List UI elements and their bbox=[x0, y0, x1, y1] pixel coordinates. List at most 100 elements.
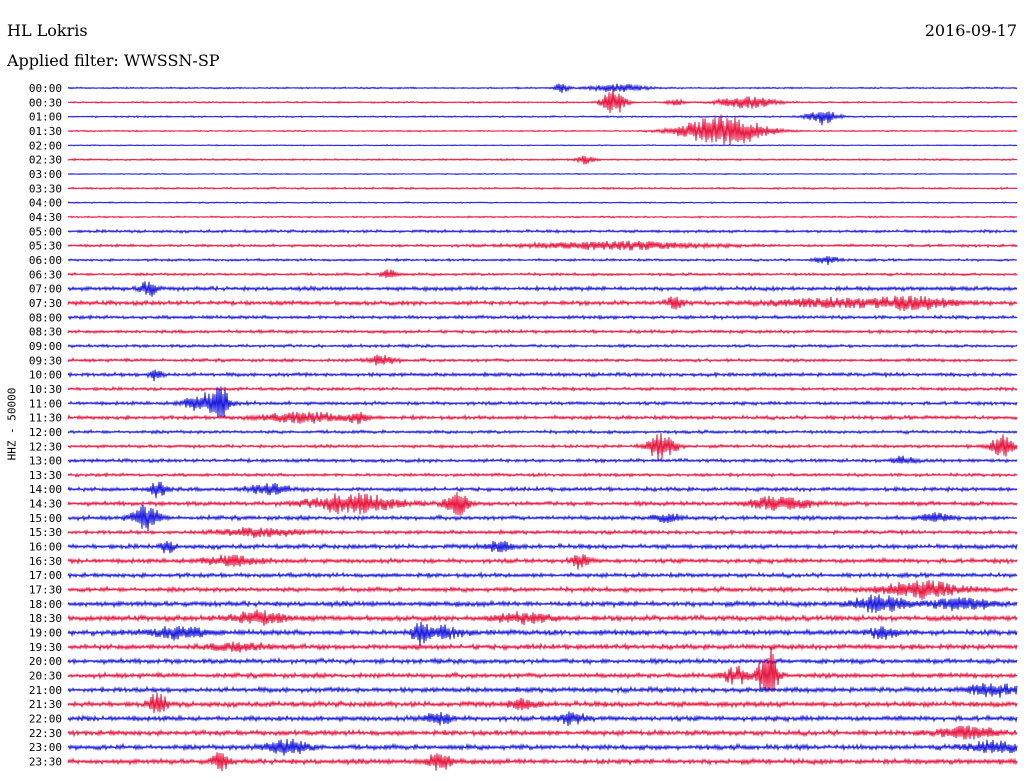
trace-row-0600 bbox=[67, 255, 1018, 266]
row-time-label: 21:00 bbox=[29, 684, 62, 697]
trace-row-1300 bbox=[67, 455, 1018, 465]
row-time-label: 03:30 bbox=[29, 182, 62, 195]
trace-row-0730 bbox=[67, 295, 1018, 312]
row-time-label: 13:00 bbox=[29, 455, 62, 468]
trace-row-2030 bbox=[67, 645, 1018, 692]
trace-row-1800 bbox=[67, 594, 1018, 614]
row-time-label: 13:30 bbox=[29, 469, 62, 482]
trace-row-1230 bbox=[67, 432, 1018, 460]
trace-row-1730 bbox=[67, 579, 1018, 600]
row-time-label: 20:00 bbox=[29, 655, 62, 668]
row-time-label: 03:00 bbox=[29, 168, 62, 181]
trace-row-0800 bbox=[67, 314, 1018, 321]
row-time-label: 06:30 bbox=[29, 268, 62, 281]
trace-row-1330 bbox=[67, 471, 1018, 479]
row-time-label: 17:30 bbox=[29, 584, 62, 597]
date-label: 2016-09-17 bbox=[924, 21, 1017, 40]
trace-row-1200 bbox=[67, 428, 1018, 436]
trace-row-1430 bbox=[67, 492, 1018, 516]
row-time-label: 10:30 bbox=[29, 383, 62, 396]
row-time-label: 07:30 bbox=[29, 297, 62, 310]
station-title: HL Lokris bbox=[7, 21, 88, 40]
row-time-label: 00:30 bbox=[29, 96, 62, 109]
trace-row-1400 bbox=[67, 481, 1018, 499]
row-time-label: 10:00 bbox=[29, 369, 62, 382]
row-time-label: 09:00 bbox=[29, 340, 62, 353]
row-time-label: 15:00 bbox=[29, 512, 62, 525]
row-time-label: 22:30 bbox=[29, 727, 62, 740]
trace-row-0300 bbox=[67, 172, 1018, 176]
trace-row-0200 bbox=[67, 144, 1018, 147]
row-time-label: 23:00 bbox=[29, 741, 62, 754]
row-time-label: 11:00 bbox=[29, 397, 62, 410]
row-time-label: 19:00 bbox=[29, 627, 62, 640]
trace-row-0000 bbox=[67, 83, 1018, 93]
row-time-label: 18:30 bbox=[29, 612, 62, 625]
trace-row-1630 bbox=[67, 554, 1018, 570]
trace-row-1700 bbox=[67, 571, 1018, 580]
row-time-label: 08:00 bbox=[29, 311, 62, 324]
trace-row-0930 bbox=[67, 354, 1018, 366]
row-time-label: 02:00 bbox=[29, 139, 62, 152]
trace-row-0030 bbox=[67, 88, 1018, 114]
trace-row-1530 bbox=[67, 526, 1018, 538]
row-time-label: 16:00 bbox=[29, 541, 62, 554]
row-time-label: 22:00 bbox=[29, 713, 62, 726]
row-time-label: 00:00 bbox=[29, 82, 62, 95]
row-time-label: 05:00 bbox=[29, 225, 62, 238]
row-time-label: 02:30 bbox=[29, 154, 62, 167]
trace-row-0900 bbox=[67, 343, 1018, 349]
trace-row-1900 bbox=[67, 621, 1018, 646]
row-time-label: 17:00 bbox=[29, 569, 62, 582]
row-time-label: 05:30 bbox=[29, 240, 62, 253]
trace-row-1030 bbox=[67, 385, 1018, 392]
row-time-label: 21:30 bbox=[29, 698, 62, 711]
row-time-label: 09:30 bbox=[29, 354, 62, 367]
row-time-label: 14:30 bbox=[29, 498, 62, 511]
row-time-label: 11:30 bbox=[29, 412, 62, 425]
trace-row-0400 bbox=[67, 201, 1018, 205]
row-time-label: 18:00 bbox=[29, 598, 62, 611]
trace-row-0430 bbox=[67, 215, 1018, 219]
row-time-label: 08:30 bbox=[29, 326, 62, 339]
row-time-label: 07:00 bbox=[29, 283, 62, 296]
trace-row-0630 bbox=[67, 269, 1018, 279]
trace-row-1830 bbox=[67, 609, 1018, 626]
row-time-label: 16:30 bbox=[29, 555, 62, 568]
filter-label: Applied filter: WWSSN-SP bbox=[7, 51, 220, 70]
row-time-label: 12:00 bbox=[29, 426, 62, 439]
trace-row-2330 bbox=[67, 752, 1018, 772]
row-time-label: 20:30 bbox=[29, 670, 62, 683]
row-time-label: 23:30 bbox=[29, 756, 62, 769]
trace-row-0230 bbox=[67, 155, 1018, 165]
trace-row-2130 bbox=[67, 692, 1018, 714]
trace-row-0500 bbox=[67, 228, 1018, 235]
row-time-label: 14:00 bbox=[29, 483, 62, 496]
trace-row-0330 bbox=[67, 186, 1018, 191]
trace-row-0530 bbox=[67, 240, 1018, 251]
row-time-label: 12:30 bbox=[29, 440, 62, 453]
trace-row-1000 bbox=[67, 369, 1018, 382]
trace-row-0130 bbox=[67, 114, 1018, 146]
trace-row-2100 bbox=[67, 682, 1018, 698]
row-time-label: 01:30 bbox=[29, 125, 62, 138]
trace-row-2230 bbox=[67, 725, 1018, 740]
trace-row-0830 bbox=[67, 328, 1018, 335]
row-time-label: 19:30 bbox=[29, 641, 62, 654]
trace-row-0700 bbox=[67, 281, 1018, 297]
row-time-label: 15:30 bbox=[29, 526, 62, 539]
trace-row-2000 bbox=[67, 656, 1018, 666]
trace-row-1930 bbox=[67, 641, 1018, 653]
trace-row-1600 bbox=[67, 540, 1018, 554]
row-time-label: 04:00 bbox=[29, 197, 62, 210]
trace-row-1130 bbox=[67, 411, 1018, 425]
row-time-label: 06:00 bbox=[29, 254, 62, 267]
trace-row-0100 bbox=[67, 111, 1018, 126]
trace-row-2200 bbox=[67, 711, 1018, 726]
row-time-label: 04:30 bbox=[29, 211, 62, 224]
row-time-label: 01:00 bbox=[29, 111, 62, 124]
trace-row-1100 bbox=[67, 386, 1018, 419]
trace-row-2300 bbox=[67, 738, 1018, 756]
trace-row-1500 bbox=[67, 504, 1018, 532]
